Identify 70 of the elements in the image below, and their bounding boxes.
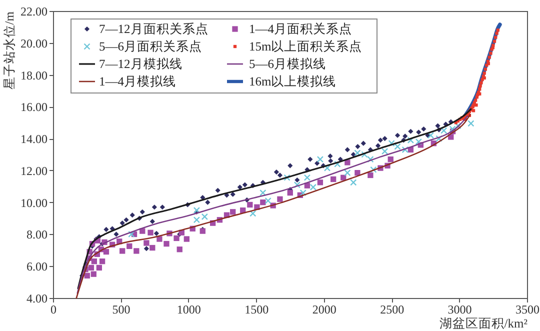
x-tick-label: 0 bbox=[50, 302, 56, 316]
point bbox=[482, 72, 486, 75]
legend-label: 16m以上模拟线 bbox=[249, 74, 336, 88]
point bbox=[310, 184, 316, 191]
x-tick-label: 3500 bbox=[516, 302, 540, 316]
y-tick-label: 18.00 bbox=[20, 68, 48, 82]
point bbox=[193, 216, 200, 224]
legend-label: 1—4月面积关系点 bbox=[249, 22, 352, 36]
point bbox=[381, 148, 388, 155]
point bbox=[494, 36, 498, 39]
y-tick-label: 10.00 bbox=[20, 196, 48, 210]
y-axis-title: 星子站水位/m bbox=[2, 11, 16, 90]
point bbox=[324, 164, 331, 172]
point bbox=[488, 56, 491, 59]
x-tick-label: 1000 bbox=[176, 302, 201, 316]
y-tick-label: 20.00 bbox=[20, 36, 48, 50]
y-tick-label: 12.00 bbox=[20, 164, 48, 178]
point bbox=[260, 189, 266, 196]
point bbox=[480, 81, 483, 84]
point bbox=[440, 127, 448, 134]
point bbox=[128, 230, 135, 238]
point bbox=[496, 28, 500, 32]
point bbox=[284, 174, 290, 181]
x-tick-label: 3000 bbox=[448, 302, 472, 316]
legend-label: 15m以上面积关系点 bbox=[249, 40, 362, 54]
point bbox=[474, 98, 478, 102]
point bbox=[193, 206, 200, 214]
point bbox=[201, 213, 208, 220]
point bbox=[492, 40, 496, 43]
point bbox=[474, 103, 478, 107]
point bbox=[300, 189, 306, 196]
point bbox=[350, 179, 357, 186]
point bbox=[394, 143, 401, 150]
point bbox=[486, 62, 490, 66]
legend-label: 5—6月面积关系点 bbox=[99, 40, 202, 54]
point bbox=[427, 132, 434, 139]
x-tick-label: 500 bbox=[112, 302, 130, 316]
y-tick-label: 14.00 bbox=[20, 132, 48, 146]
y-tick-label: 16.00 bbox=[20, 100, 48, 114]
legend-label: 1—4月模拟线 bbox=[99, 74, 176, 88]
point bbox=[304, 174, 311, 181]
y-tick-label: 8.00 bbox=[26, 228, 48, 242]
point bbox=[495, 32, 498, 35]
y-tick-label: 22.00 bbox=[20, 4, 48, 18]
point bbox=[370, 166, 377, 173]
point bbox=[402, 146, 408, 154]
point bbox=[478, 84, 482, 88]
point bbox=[344, 169, 351, 176]
point bbox=[484, 68, 488, 71]
point bbox=[468, 120, 474, 127]
x-tick-label: 1500 bbox=[244, 302, 269, 316]
point bbox=[264, 197, 272, 204]
legend-label: 5—6月模拟线 bbox=[249, 57, 326, 71]
point bbox=[489, 52, 492, 55]
x-tick-label: 2000 bbox=[312, 302, 336, 316]
x-tick-label: 2500 bbox=[380, 302, 404, 316]
x-axis-title: 湖盆区面积/km² bbox=[439, 316, 528, 330]
y-tick-label: 4.00 bbox=[26, 292, 48, 306]
point bbox=[250, 210, 256, 217]
legend-label: 7—12月面积关系点 bbox=[99, 22, 208, 36]
point bbox=[367, 156, 374, 163]
point bbox=[316, 156, 324, 163]
point bbox=[294, 181, 301, 188]
point bbox=[436, 135, 442, 142]
point bbox=[388, 140, 395, 147]
legend-label: 7—12月模拟线 bbox=[99, 57, 182, 71]
point bbox=[334, 160, 341, 168]
y-tick-label: 6.00 bbox=[26, 260, 48, 274]
point bbox=[472, 109, 476, 112]
point bbox=[478, 88, 482, 91]
